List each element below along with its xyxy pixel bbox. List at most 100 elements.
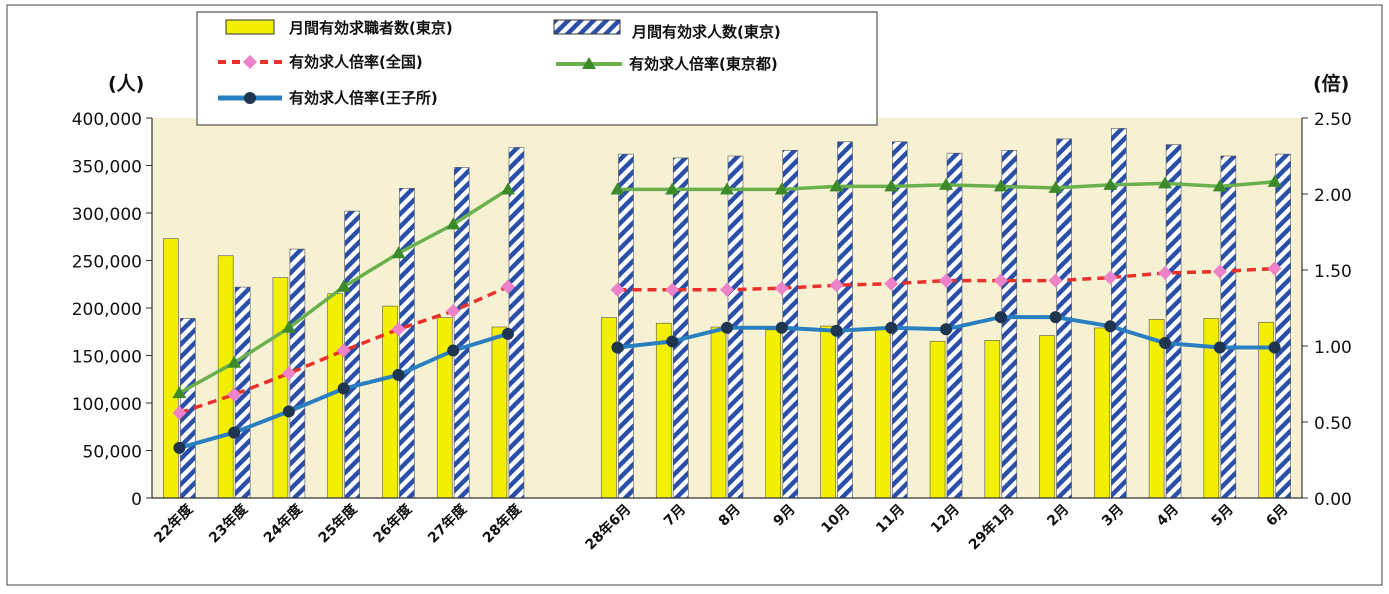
- legend-label-jobseekers: 月間有効求職者数(東京): [288, 19, 453, 37]
- bar-jobseekers: [382, 305, 398, 499]
- marker-oji: [830, 324, 843, 337]
- bar-jobseekers: [820, 325, 836, 499]
- y-left-axis-label: (人): [108, 73, 144, 95]
- marker-national: [1212, 264, 1227, 279]
- y-right-tick-label: 1.50: [1314, 262, 1352, 282]
- bar-jobseekers: [655, 322, 672, 499]
- marker-national: [391, 322, 406, 337]
- bar-jobseekers: [217, 255, 234, 499]
- y-right-axis-label: (倍): [1313, 72, 1349, 95]
- marker-national: [829, 278, 844, 293]
- y-right-tick-label: 2.50: [1314, 110, 1352, 130]
- marker-national: [1103, 270, 1118, 285]
- legend-marker-tokyo: [582, 57, 596, 69]
- marker-tokyo: [774, 182, 789, 195]
- marker-oji: [228, 426, 241, 439]
- marker-tokyo: [939, 177, 954, 190]
- bar-openings: [508, 147, 525, 499]
- marker-oji: [994, 311, 1007, 324]
- marker-oji: [1159, 336, 1172, 349]
- marker-national: [1267, 261, 1282, 276]
- bar-jobseekers: [1094, 327, 1110, 499]
- marker-national: [884, 276, 899, 291]
- marker-national: [993, 273, 1008, 288]
- y-left-tick-label: 350,000: [72, 158, 142, 178]
- marker-national: [1158, 266, 1173, 281]
- marker-oji: [721, 321, 733, 334]
- bar-jobseekers: [765, 329, 782, 499]
- y-left-tick-label: 150,000: [72, 348, 142, 368]
- bar-jobseekers: [491, 326, 508, 499]
- y-left-tick-label: 250,000: [72, 253, 142, 273]
- legend-marker-oji: [244, 92, 256, 104]
- marker-oji: [611, 341, 624, 354]
- bar-openings: [837, 141, 853, 499]
- marker-oji: [775, 321, 788, 334]
- bar-openings: [672, 157, 689, 499]
- legend: 月間有効求職者数(東京) 月間有効求人数(東京) 有効求人倍率(全国) 有効求人…: [196, 11, 878, 126]
- y-left-tick-label: 300,000: [72, 205, 142, 225]
- bar-jobseekers: [272, 277, 289, 499]
- marker-oji: [282, 405, 295, 418]
- marker-oji: [392, 368, 405, 381]
- marker-oji: [1268, 341, 1281, 354]
- marker-oji: [666, 335, 679, 348]
- y-right-tick-label: 0.00: [1314, 490, 1352, 510]
- marker-tokyo: [1048, 180, 1063, 193]
- marker-tokyo: [1212, 179, 1227, 192]
- marker-national: [227, 387, 242, 402]
- legend-box: [196, 11, 878, 126]
- bar-openings: [1275, 153, 1291, 499]
- marker-tokyo: [336, 279, 351, 292]
- marker-tokyo: [720, 182, 734, 195]
- bar-openings: [180, 318, 196, 499]
- y-left-tick-label: 100,000: [72, 395, 142, 415]
- legend-label-oji: 有効求人倍率(王子所): [289, 89, 438, 107]
- legend-swatch-openings: [553, 19, 621, 35]
- marker-oji: [447, 344, 460, 357]
- marker-oji: [1213, 341, 1226, 354]
- marker-tokyo: [1103, 177, 1118, 190]
- bar-openings: [344, 210, 360, 499]
- y-right-tick-label: 0.50: [1314, 414, 1352, 434]
- bar-jobseekers: [1039, 335, 1055, 499]
- marker-national: [172, 405, 187, 420]
- legend-label-openings: 月間有効求人数(東京): [631, 23, 781, 41]
- marker-national: [720, 282, 734, 297]
- marker-tokyo: [829, 179, 844, 192]
- bar-openings: [1001, 150, 1018, 499]
- marker-tokyo: [1158, 176, 1173, 189]
- marker-national: [281, 366, 296, 381]
- bar-jobseekers: [710, 326, 727, 499]
- marker-tokyo: [446, 217, 461, 230]
- marker-tokyo: [665, 182, 680, 195]
- bar-jobseekers: [929, 340, 946, 499]
- y-left-tick-label: 50,000: [83, 443, 142, 463]
- marker-oji: [173, 441, 186, 454]
- marker-tokyo: [884, 179, 899, 192]
- legend-swatch-jobseekers: [225, 19, 275, 35]
- marker-national: [1048, 273, 1063, 288]
- marker-tokyo: [610, 182, 625, 195]
- y-right-tick-label: 1.00: [1314, 338, 1352, 358]
- marker-tokyo: [281, 320, 296, 333]
- y-left-tick-label: 400,000: [72, 110, 142, 130]
- bar-openings: [618, 153, 634, 499]
- marker-national: [500, 279, 515, 294]
- legend-label-national: 有効求人倍率(全国): [289, 53, 423, 71]
- marker-national: [665, 282, 680, 297]
- marker-national: [336, 343, 351, 358]
- marker-national: [939, 273, 954, 288]
- bar-jobseekers: [436, 317, 453, 499]
- bar-jobseekers: [984, 339, 1001, 499]
- y-left-tick-label: 0: [131, 490, 142, 510]
- y-right-tick-label: 2.00: [1314, 186, 1352, 206]
- marker-oji: [885, 321, 898, 334]
- bar-openings: [891, 141, 908, 499]
- marker-oji: [1104, 320, 1117, 333]
- marker-oji: [501, 327, 514, 340]
- bar-jobseekers: [163, 238, 179, 499]
- bar-openings: [399, 188, 415, 499]
- marker-tokyo: [227, 355, 242, 368]
